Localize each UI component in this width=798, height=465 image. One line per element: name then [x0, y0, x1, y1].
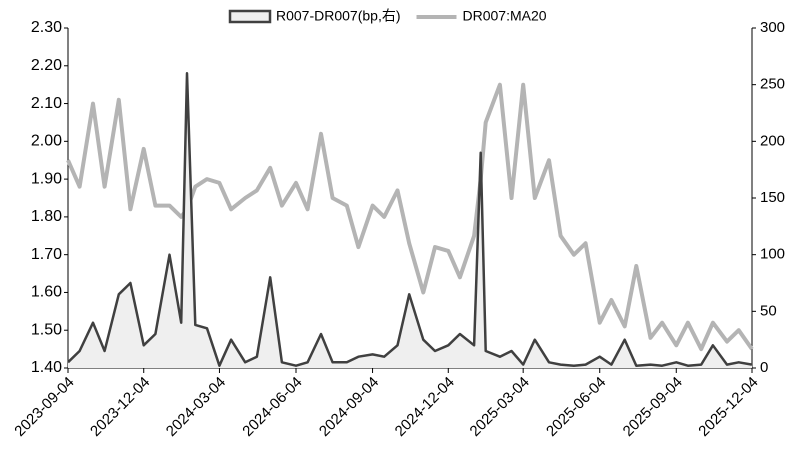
- x-tick-label: 2025-12-04: [695, 374, 761, 440]
- y2-tick-label: 250: [760, 76, 785, 93]
- y2-tick-label: 50: [760, 302, 777, 319]
- y-tick-label: 1.70: [31, 246, 62, 263]
- y-tick-label: 1.40: [31, 359, 62, 376]
- x-tick-label: 2023-09-04: [11, 374, 77, 440]
- legend-swatch: [228, 9, 272, 24]
- y-tick-label: 1.80: [31, 208, 62, 225]
- y2-tick-label: 200: [760, 132, 785, 149]
- y-tick-label: 2.00: [31, 133, 62, 150]
- y2-tick-label: 150: [760, 189, 785, 206]
- x-tick-label: 2023-12-04: [87, 374, 153, 440]
- series-line: [67, 72, 753, 367]
- x-tick-label: 2025-09-04: [620, 374, 686, 440]
- y2-tick-label: 100: [760, 246, 785, 263]
- y-tick-label: 1.90: [31, 170, 62, 187]
- y2-tick-label: 0: [760, 359, 768, 376]
- legend-label: DR007:MA20: [463, 8, 547, 24]
- y-tick-label: 1.50: [31, 321, 62, 338]
- x-tick-label: 2025-06-04: [543, 374, 609, 440]
- x-tick-label: 2024-09-04: [316, 374, 382, 440]
- x-tick-label: 2025-03-04: [467, 374, 533, 440]
- y-tick-label: 2.30: [31, 19, 62, 36]
- y2-tick-label: 300: [760, 19, 785, 36]
- legend-label: R007-DR007(bp,右): [276, 8, 401, 24]
- y-tick-label: 2.20: [31, 57, 62, 74]
- series-area: [68, 73, 752, 369]
- y-tick-label: 2.10: [31, 95, 62, 112]
- y-tick-label: 1.60: [31, 284, 62, 301]
- x-tick-label: 2024-06-04: [239, 374, 305, 440]
- x-tick-label: 2024-03-04: [163, 374, 229, 440]
- x-tick-label: 2024-12-04: [392, 374, 458, 440]
